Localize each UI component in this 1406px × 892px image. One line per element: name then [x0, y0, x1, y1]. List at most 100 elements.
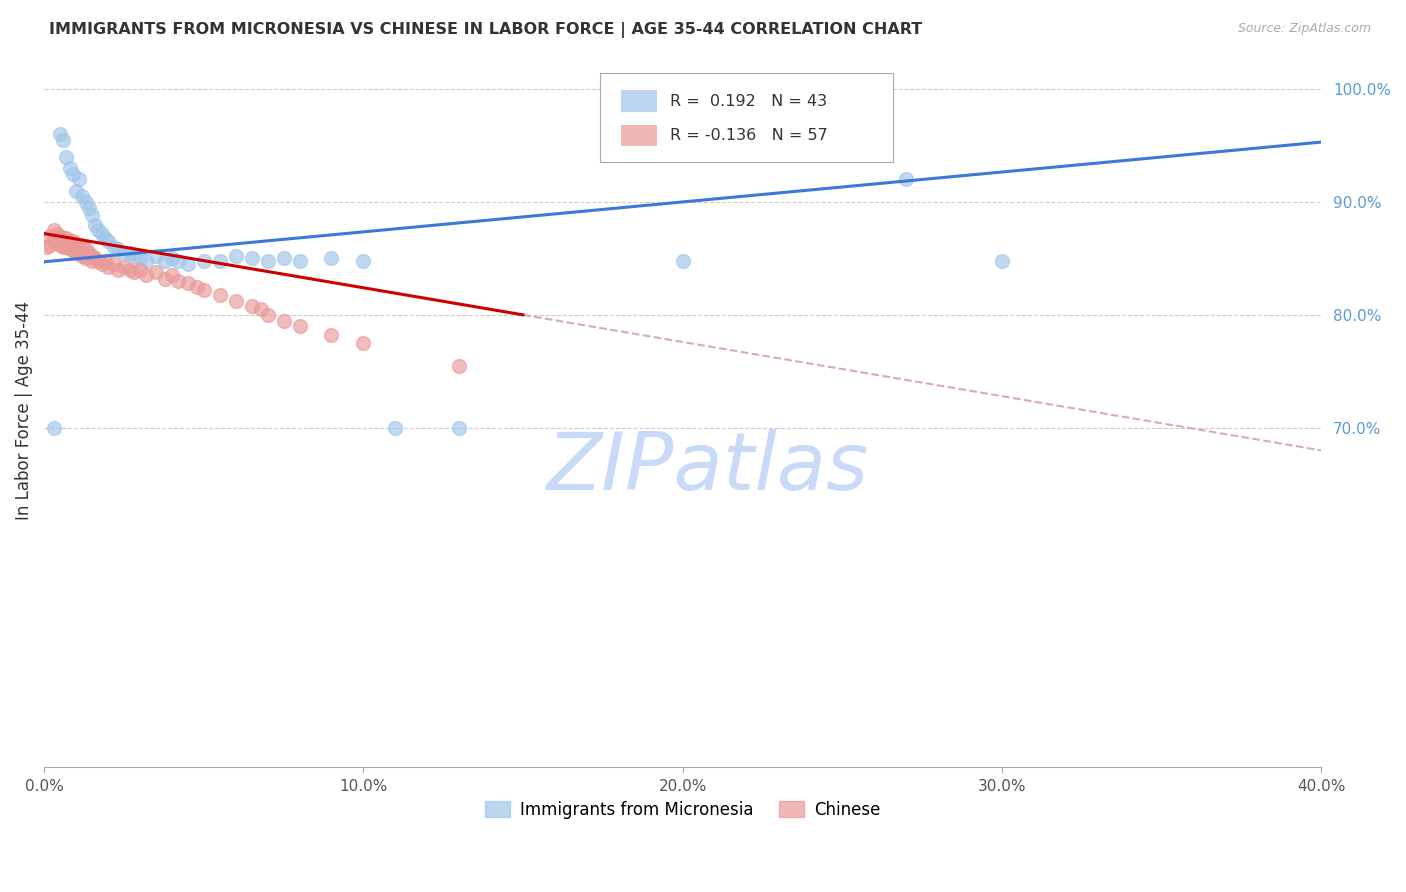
Point: [39, 237, 62, 252]
Point: [55, 240, 77, 254]
Point: [62, 235, 84, 249]
Text: R = -0.136   N = 57: R = -0.136 N = 57: [669, 128, 828, 143]
Point: [991, 253, 1014, 268]
Point: [52, 133, 75, 147]
Point: [72, 189, 94, 203]
Point: [321, 252, 343, 266]
Point: [90, 257, 112, 271]
Point: [321, 328, 343, 343]
Point: [49, 127, 72, 141]
Point: [672, 253, 695, 268]
Point: [256, 308, 278, 322]
Point: [167, 274, 190, 288]
Point: [122, 265, 145, 279]
Point: [894, 172, 917, 186]
Point: [449, 421, 471, 435]
Point: [67, 245, 90, 260]
Point: [186, 279, 208, 293]
Point: [122, 249, 145, 263]
Point: [84, 218, 107, 232]
Point: [94, 253, 117, 268]
FancyBboxPatch shape: [621, 125, 657, 146]
Point: [107, 262, 129, 277]
Point: [72, 240, 94, 254]
Point: [97, 235, 120, 249]
Legend: Immigrants from Micronesia, Chinese: Immigrants from Micronesia, Chinese: [478, 795, 887, 826]
Point: [87, 223, 110, 237]
Point: [80, 209, 103, 223]
Point: [208, 253, 231, 268]
Point: [145, 249, 167, 263]
Point: [107, 243, 129, 257]
Point: [77, 201, 100, 215]
Point: [49, 237, 72, 252]
Point: [103, 257, 125, 271]
Point: [288, 319, 311, 334]
Point: [59, 161, 82, 175]
Point: [80, 253, 103, 268]
Point: [250, 302, 273, 317]
Point: [42, 421, 65, 435]
Point: [120, 262, 142, 277]
Point: [155, 271, 177, 285]
Point: [45, 235, 67, 249]
Point: [193, 253, 215, 268]
Point: [37, 240, 59, 254]
Point: [59, 243, 82, 257]
Point: [135, 253, 157, 268]
Point: [49, 228, 72, 243]
Text: R =  0.192   N = 43: R = 0.192 N = 43: [669, 94, 827, 109]
Text: IMMIGRANTS FROM MICRONESIA VS CHINESE IN LABOR FORCE | AGE 35-44 CORRELATION CHA: IMMIGRANTS FROM MICRONESIA VS CHINESE IN…: [49, 22, 922, 38]
Text: Source: ZipAtlas.com: Source: ZipAtlas.com: [1237, 22, 1371, 36]
Point: [135, 268, 157, 283]
Point: [67, 172, 90, 186]
Point: [352, 253, 374, 268]
Point: [128, 252, 150, 266]
Point: [55, 231, 77, 245]
Point: [449, 359, 471, 373]
Point: [72, 249, 94, 263]
Point: [55, 150, 77, 164]
Point: [256, 253, 278, 268]
Point: [90, 227, 112, 241]
Point: [87, 253, 110, 268]
Point: [84, 252, 107, 266]
Point: [75, 243, 97, 257]
Point: [65, 245, 87, 260]
Point: [42, 235, 65, 249]
Point: [240, 299, 263, 313]
Point: [128, 262, 150, 277]
Point: [94, 231, 117, 245]
Point: [273, 252, 295, 266]
Point: [52, 240, 75, 254]
Point: [225, 249, 247, 263]
Point: [145, 265, 167, 279]
Point: [177, 277, 200, 291]
Point: [80, 249, 103, 263]
Point: [352, 336, 374, 351]
Point: [240, 252, 263, 266]
Point: [62, 167, 84, 181]
Point: [39, 228, 62, 243]
Point: [65, 184, 87, 198]
Point: [45, 227, 67, 241]
Point: [112, 260, 135, 275]
Point: [155, 253, 177, 268]
Point: [103, 240, 125, 254]
Point: [75, 194, 97, 209]
Point: [77, 245, 100, 260]
Point: [65, 237, 87, 252]
FancyBboxPatch shape: [621, 90, 657, 112]
Point: [288, 253, 311, 268]
Point: [97, 260, 120, 275]
FancyBboxPatch shape: [599, 73, 893, 161]
Y-axis label: In Labor Force | Age 35-44: In Labor Force | Age 35-44: [15, 301, 32, 520]
Point: [167, 253, 190, 268]
Point: [225, 294, 247, 309]
Point: [160, 268, 183, 283]
Point: [160, 252, 183, 266]
Point: [59, 235, 82, 249]
Point: [62, 243, 84, 257]
Point: [67, 237, 90, 252]
Point: [52, 231, 75, 245]
